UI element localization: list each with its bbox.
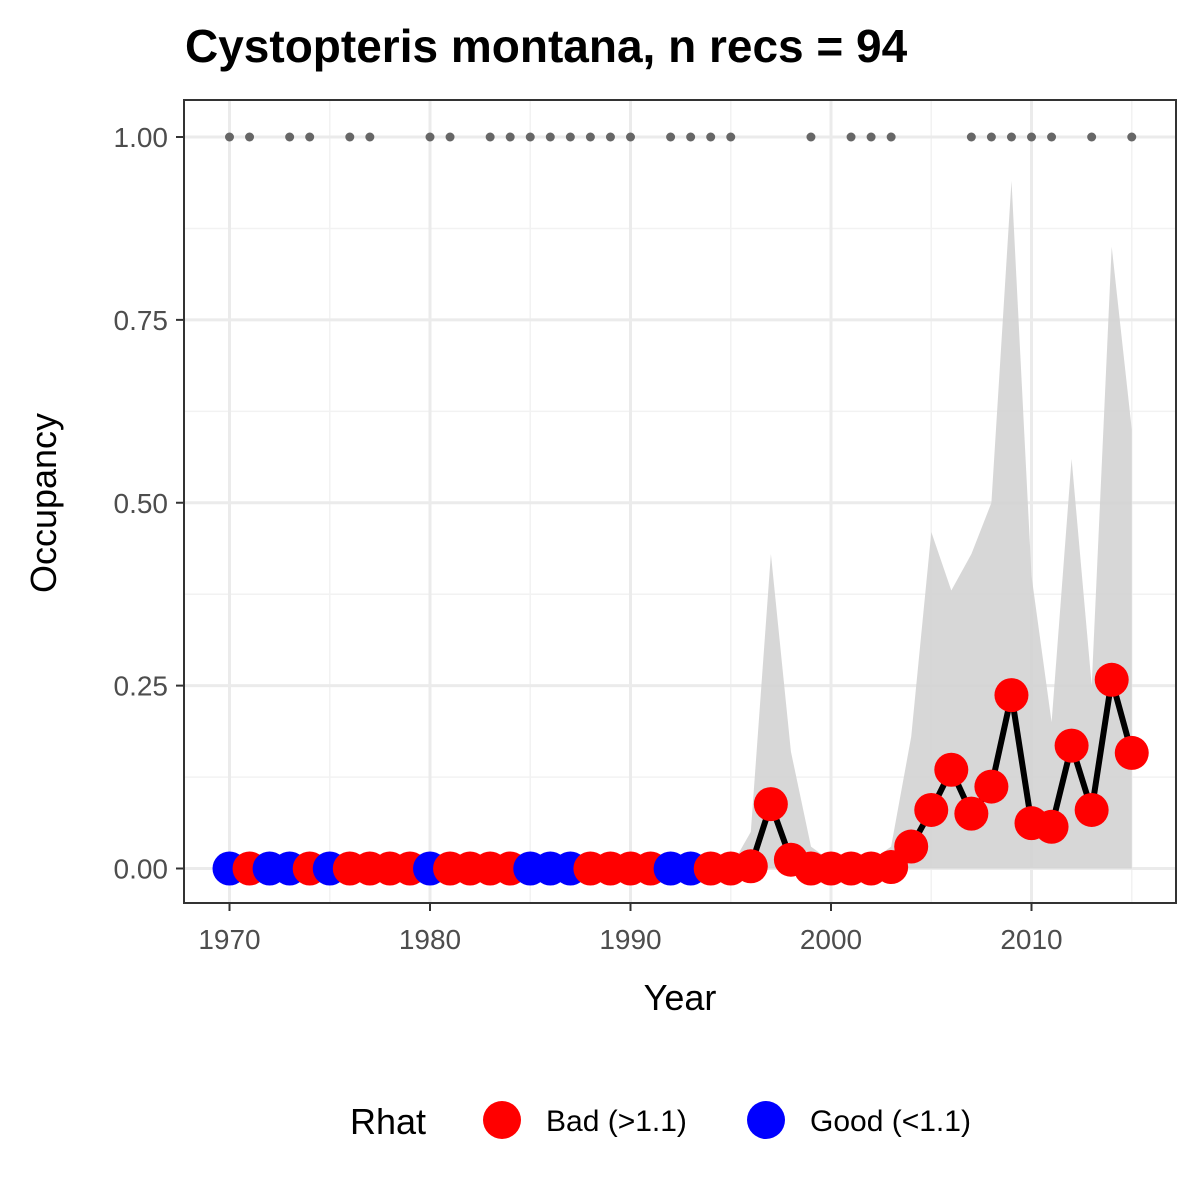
record-dot [225,132,234,142]
record-dot [505,132,515,142]
occupancy-point [934,752,969,787]
record-dot [846,132,856,142]
record-dot [425,132,435,142]
panel-border [183,99,1177,904]
record-dot [445,132,455,142]
record-dot [986,132,996,142]
record-dot [686,132,696,142]
record-dot [966,132,976,142]
x-axis-title: Year [644,977,717,1018]
occupancy-point [1054,728,1089,763]
record-dot [706,132,716,142]
x-tick-label: 1970 [198,924,260,955]
legend-label: Bad (>1.1) [546,1105,687,1138]
record-dot [726,132,736,142]
y-tick-label: 0.25 [114,671,169,702]
record-dot [666,132,676,142]
record-dot [485,132,495,142]
record-dot [285,132,295,142]
y-tick-label: 0.75 [114,305,169,336]
legend-label: Good (<1.1) [810,1105,971,1138]
record-dot [626,132,635,142]
occupancy-point [894,829,929,864]
occupancy-point [1034,809,1069,844]
x-tick-label: 2000 [800,924,862,955]
occupancy-point [994,678,1029,713]
legend: Rhat Bad (>1.1) Good (<1.1) [350,1101,971,1142]
record-dot [1087,132,1097,142]
occupancy-point [753,787,788,822]
y-axis-title: Occupancy [23,413,64,593]
record-dot [1047,132,1057,142]
occupancy-point [1094,662,1129,697]
record-dot [365,132,375,142]
record-dot [1127,132,1137,142]
y-tick-label: 0.00 [114,854,169,885]
occupancy-point [733,849,768,884]
occupancy-point [954,796,989,831]
record-dot [886,132,896,142]
x-tick-label: 2010 [1000,924,1062,955]
record-dot [605,132,615,142]
y-tick-label: 0.50 [114,488,169,519]
record-dot [545,132,555,142]
credible-interval-ribbon [229,180,1132,869]
x-tick-label: 1990 [599,924,661,955]
record-dot [245,132,255,142]
record-dot [345,132,355,142]
chart-title: Cystopteris montana, n recs = 94 [185,20,908,72]
record-dot [806,132,816,142]
legend-title: Rhat [350,1101,426,1142]
occupancy-point [974,769,1009,804]
record-dot [585,132,595,142]
record-dot [565,132,575,142]
occupancy-point [914,792,949,827]
y-tick-label: 1.00 [114,122,169,153]
record-dot [1006,132,1016,142]
record-dot [305,132,315,142]
legend-key [747,1101,785,1139]
occupancy-point [1074,792,1109,827]
record-dot [1027,132,1036,142]
occupancy-point [1114,735,1149,770]
record-dot [866,132,876,142]
record-dot [525,132,535,142]
legend-key [483,1101,521,1139]
x-tick-label: 1980 [399,924,461,955]
